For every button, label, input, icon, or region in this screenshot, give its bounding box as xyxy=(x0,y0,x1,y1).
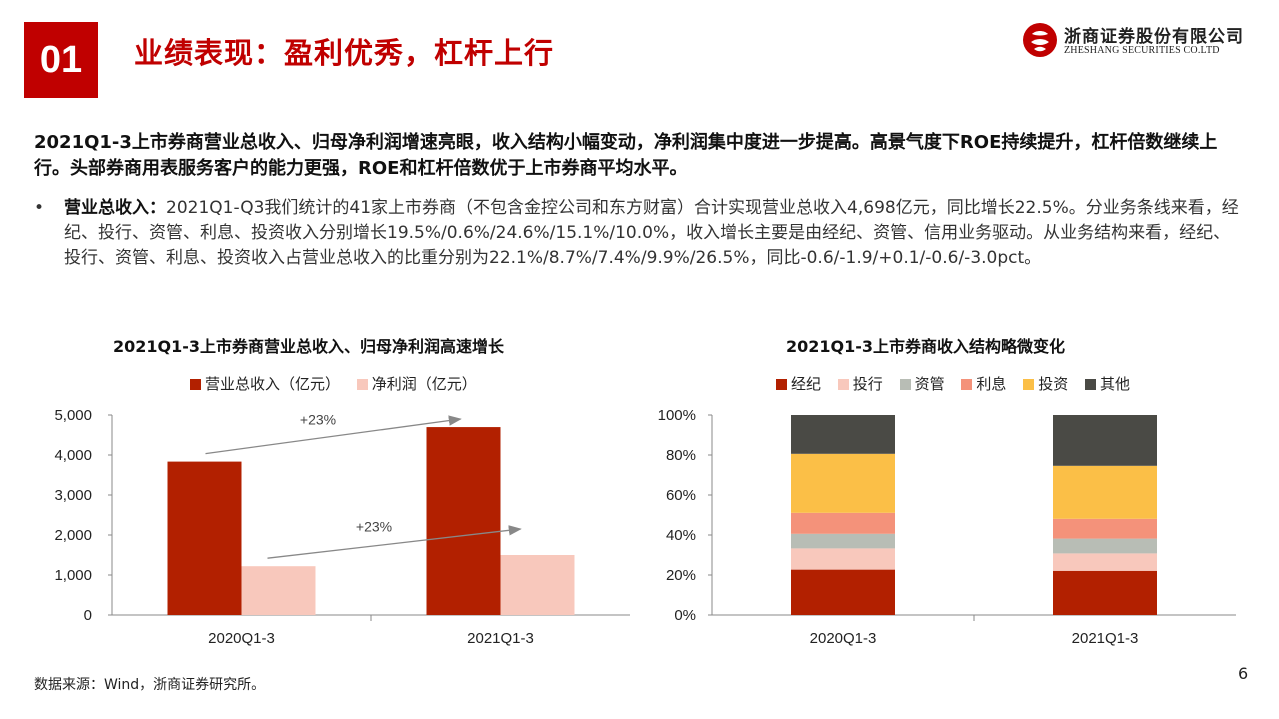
stack-segment-经纪 xyxy=(791,569,895,615)
legend-item: 投行 xyxy=(837,375,883,393)
x-tick-label: 2020Q1-3 xyxy=(810,630,877,647)
y-tick-label: 0 xyxy=(84,607,92,624)
stack-segment-资管 xyxy=(1053,538,1157,554)
stack-segment-资管 xyxy=(791,533,895,549)
y-tick-label: 100% xyxy=(658,407,696,424)
legend-label: 净利润（亿元） xyxy=(371,375,477,393)
y-tick-label: 60% xyxy=(666,487,696,504)
growth-label: +23% xyxy=(300,411,336,427)
legend-label: 资管 xyxy=(914,375,945,393)
stack-segment-其他 xyxy=(1053,415,1157,466)
legend-label: 营业总收入（亿元） xyxy=(205,375,341,393)
x-tick-label: 2021Q1-3 xyxy=(1072,630,1139,647)
y-tick-label: 2,000 xyxy=(54,527,92,544)
growth-arrow xyxy=(205,415,462,455)
legend-label: 利息 xyxy=(976,375,1007,393)
legend-item: 资管 xyxy=(899,375,945,393)
data-source-note: 数据来源：Wind，浙商证券研究所。 xyxy=(34,677,266,693)
chart1-legend: 营业总收入（亿元） 净利润（亿元） xyxy=(190,373,489,394)
bar-revenue xyxy=(167,461,242,615)
legend-label: 经纪 xyxy=(791,375,822,393)
y-tick-label: 4,000 xyxy=(54,447,92,464)
logo-company-name-en: ZHESHANG SECURITIES CO.LTD xyxy=(1064,45,1220,56)
bullet-text-block: 营业总收入：2021Q1-Q3我们统计的41家上市券商（不包含金控公司和东方财富… xyxy=(64,196,1244,271)
legend-item: 其他 xyxy=(1084,375,1130,393)
logo-company-name-cn: 浙商证券股份有限公司 xyxy=(1064,27,1244,47)
stack-segment-投行 xyxy=(791,548,895,570)
legend-item: 利息 xyxy=(961,375,1006,393)
zheshang-logo-icon xyxy=(1023,23,1057,57)
chart2-title: 2021Q1-3上市券商收入结构略微变化 xyxy=(786,337,1066,356)
page-title: 业绩表现：盈利优秀，杠杆上行 xyxy=(134,36,555,70)
legend-label: 其他 xyxy=(1099,375,1130,393)
legend-swatch xyxy=(190,379,201,390)
x-tick-label: 2021Q1-3 xyxy=(467,630,534,647)
legend-swatch xyxy=(776,379,787,390)
section-number-badge: 01 xyxy=(24,22,98,98)
legend-label: 投资 xyxy=(1038,375,1069,393)
bar-revenue xyxy=(426,427,501,615)
company-logo: 浙商证券股份有限公司 ZHESHANG SECURITIES CO.LTD xyxy=(1022,20,1252,60)
y-tick-label: 1,000 xyxy=(54,567,92,584)
legend-item: 营业总收入（亿元） xyxy=(190,375,340,393)
legend-swatch xyxy=(1023,379,1035,390)
y-tick-label: 20% xyxy=(666,567,696,584)
chart2-income-structure-stacked: 0% 20% 40% 60% 80% 100% 2020Q1-3 2021Q1-3 xyxy=(658,407,1236,647)
chart1-revenue-profit-bars: 0 1,000 2,000 3,000 4,000 5,000 2020Q1-3 2021Q1… xyxy=(54,407,630,647)
legend-swatch xyxy=(356,379,368,390)
page-number: 6 xyxy=(1238,664,1249,683)
stack-segment-投资 xyxy=(1053,465,1157,519)
x-tick-label: 2020Q1-3 xyxy=(208,630,275,647)
stack-segment-利息 xyxy=(1053,518,1157,539)
stack-segment-投资 xyxy=(791,453,895,513)
bar-net-profit xyxy=(500,555,575,615)
y-tick-label: 3,000 xyxy=(54,487,92,504)
legend-item: 经纪 xyxy=(776,375,821,393)
legend-item: 投资 xyxy=(1023,375,1068,393)
stack-segment-投行 xyxy=(1053,553,1157,571)
y-tick-label: 0% xyxy=(674,607,696,624)
bar-net-profit xyxy=(241,566,316,615)
legend-swatch xyxy=(899,379,911,390)
chart2-legend: 经纪 投行 资管 利息 投资 其他 xyxy=(776,373,1142,394)
y-tick-label: 5,000 xyxy=(54,407,92,424)
y-tick-label: 40% xyxy=(666,527,696,544)
summary-paragraph: 2021Q1-3上市券商营业总收入、归母净利润增速亮眼，收入结构小幅变动，净利润… xyxy=(34,132,1218,179)
stack-segment-其他 xyxy=(791,415,895,454)
bullet-marker: • xyxy=(34,198,45,218)
stack-segment-经纪 xyxy=(1053,570,1157,615)
stack-segment-利息 xyxy=(791,512,895,534)
legend-swatch xyxy=(961,379,973,390)
bullet-text: 2021Q1-Q3我们统计的41家上市券商（不包含金控公司和东方财富）合计实现营… xyxy=(64,198,1239,268)
legend-item: 净利润（亿元） xyxy=(356,375,477,393)
chart1-title: 2021Q1-3上市券商营业总收入、归母净利润高速增长 xyxy=(113,337,505,356)
growth-arrow xyxy=(267,525,522,559)
bullet-label: 营业总收入： xyxy=(64,198,166,218)
legend-label: 投行 xyxy=(852,375,883,393)
growth-label: +23% xyxy=(356,519,392,535)
y-tick-label: 80% xyxy=(666,447,696,464)
legend-swatch xyxy=(837,379,849,390)
legend-swatch xyxy=(1084,379,1096,390)
